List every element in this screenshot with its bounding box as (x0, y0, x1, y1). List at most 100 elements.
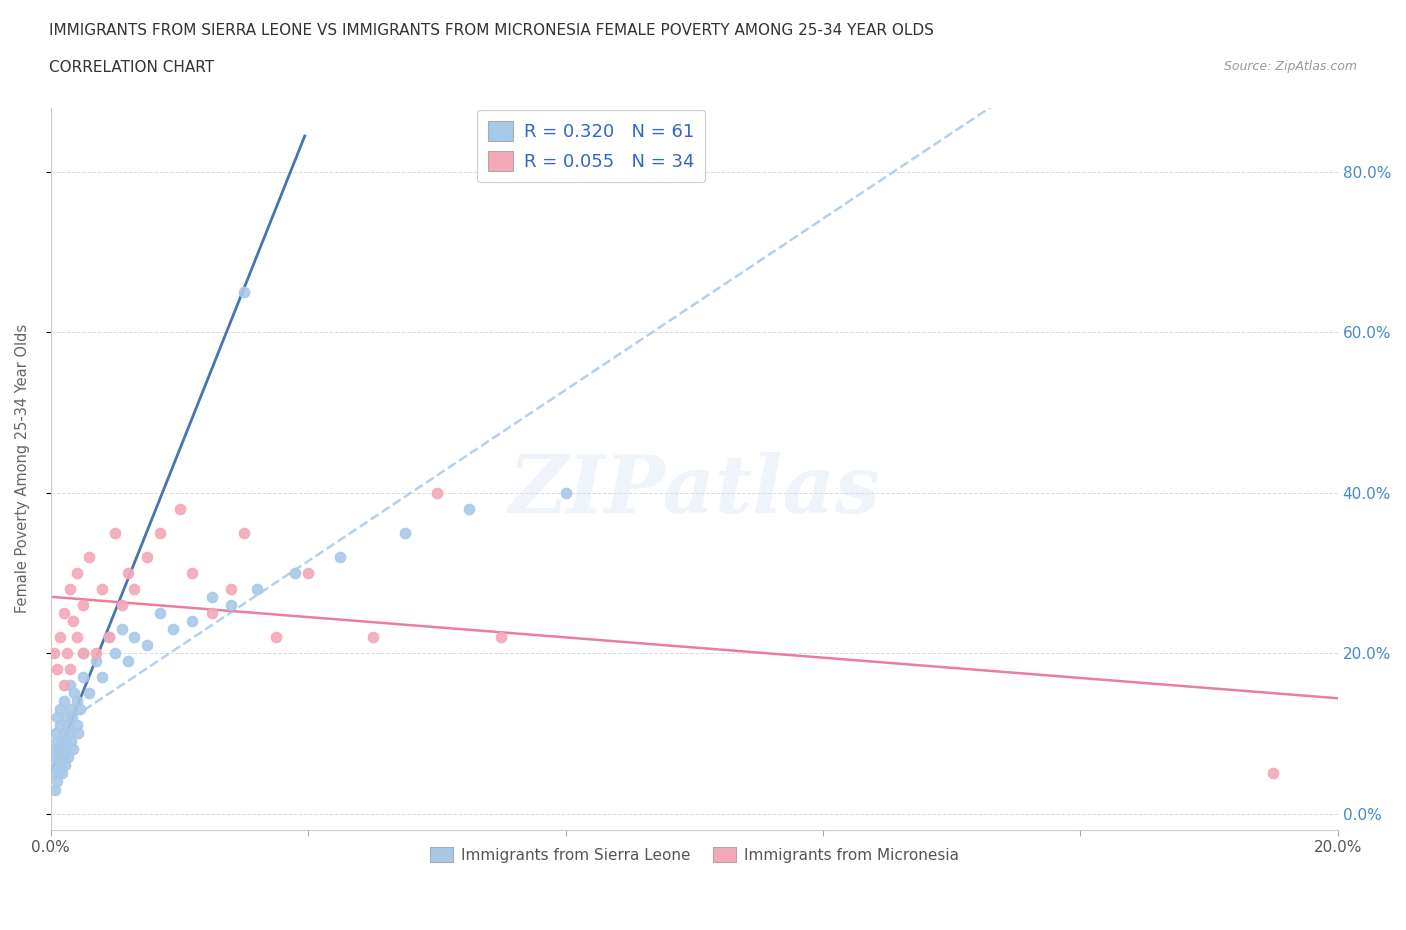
Point (79, 550, 101, 565)
Point (58, 726, 80, 741)
Point (110, 598, 132, 613)
Point (44, 750, 66, 764)
Point (46, 710, 69, 724)
Point (62, 742, 84, 757)
Point (52, 742, 75, 757)
Point (136, 550, 159, 565)
Point (297, 565, 319, 580)
Point (264, 630, 287, 644)
Point (51, 734, 73, 749)
Point (117, 565, 139, 580)
Point (554, 485, 576, 500)
Point (55, 734, 77, 749)
Point (69, 702, 91, 717)
Point (59, 702, 82, 717)
Point (46, 734, 69, 749)
Point (219, 581, 242, 596)
Text: IMMIGRANTS FROM SIERRA LEONE VS IMMIGRANTS FROM MICRONESIA FEMALE POVERTY AMONG : IMMIGRANTS FROM SIERRA LEONE VS IMMIGRAN… (49, 23, 934, 38)
Point (52, 678, 75, 693)
Point (46, 758, 69, 773)
Point (52, 726, 75, 741)
Point (42, 645, 65, 660)
Point (45, 774, 67, 789)
Point (60, 710, 83, 724)
Point (55, 710, 77, 724)
Point (232, 285, 254, 299)
Point (48, 742, 70, 757)
Text: Source: ZipAtlas.com: Source: ZipAtlas.com (1223, 60, 1357, 73)
Legend: Immigrants from Sierra Leone, Immigrants from Micronesia: Immigrants from Sierra Leone, Immigrants… (423, 841, 965, 869)
Point (329, 550, 352, 565)
Point (65, 630, 87, 644)
Point (91, 670, 114, 684)
Point (56, 742, 79, 757)
Point (56, 718, 79, 733)
Point (79, 685, 101, 700)
Point (124, 630, 146, 644)
Point (232, 525, 254, 540)
Text: CORRELATION CHART: CORRELATION CHART (49, 60, 214, 75)
Point (59, 662, 82, 677)
Point (489, 630, 512, 644)
Point (72, 645, 94, 660)
Point (246, 581, 269, 596)
Point (58, 750, 80, 764)
Point (181, 614, 204, 629)
Point (72, 645, 94, 660)
Point (62, 614, 84, 629)
Point (84, 654, 107, 669)
Point (49, 702, 72, 717)
Point (284, 565, 307, 580)
Point (63, 685, 86, 700)
Point (51, 766, 73, 781)
Point (458, 501, 481, 516)
Point (49, 750, 72, 764)
Point (169, 501, 191, 516)
Point (426, 485, 449, 500)
Point (42, 766, 65, 781)
Point (104, 525, 127, 540)
Point (124, 581, 146, 596)
Point (97, 630, 120, 644)
Point (59, 581, 82, 596)
Point (149, 605, 172, 620)
Text: ZIPatlas: ZIPatlas (508, 452, 880, 529)
Point (59, 678, 82, 693)
Point (136, 638, 159, 653)
Point (65, 718, 87, 733)
Point (97, 630, 120, 644)
Point (56, 645, 79, 660)
Point (201, 605, 224, 620)
Point (49, 718, 72, 733)
Point (66, 726, 89, 741)
Point (42, 742, 65, 757)
Point (52, 605, 75, 620)
Point (49, 630, 72, 644)
Point (45, 726, 67, 741)
Point (91, 581, 114, 596)
Point (52, 694, 75, 709)
Point (104, 645, 127, 660)
Point (49, 758, 72, 773)
Point (60, 734, 83, 749)
Point (53, 750, 76, 764)
Point (162, 622, 184, 637)
Point (219, 598, 242, 613)
Point (1263, 766, 1285, 781)
Point (181, 565, 204, 580)
Point (44, 782, 66, 797)
Point (394, 525, 416, 540)
Point (46, 662, 69, 677)
Point (48, 766, 70, 781)
Point (117, 654, 139, 669)
Point (72, 598, 94, 613)
Y-axis label: Female Poverty Among 25-34 Year Olds: Female Poverty Among 25-34 Year Olds (15, 325, 30, 614)
Point (72, 670, 94, 684)
Point (361, 630, 384, 644)
Point (110, 622, 132, 637)
Point (201, 590, 224, 604)
Point (84, 645, 107, 660)
Point (149, 525, 172, 540)
Point (65, 565, 87, 580)
Point (53, 758, 76, 773)
